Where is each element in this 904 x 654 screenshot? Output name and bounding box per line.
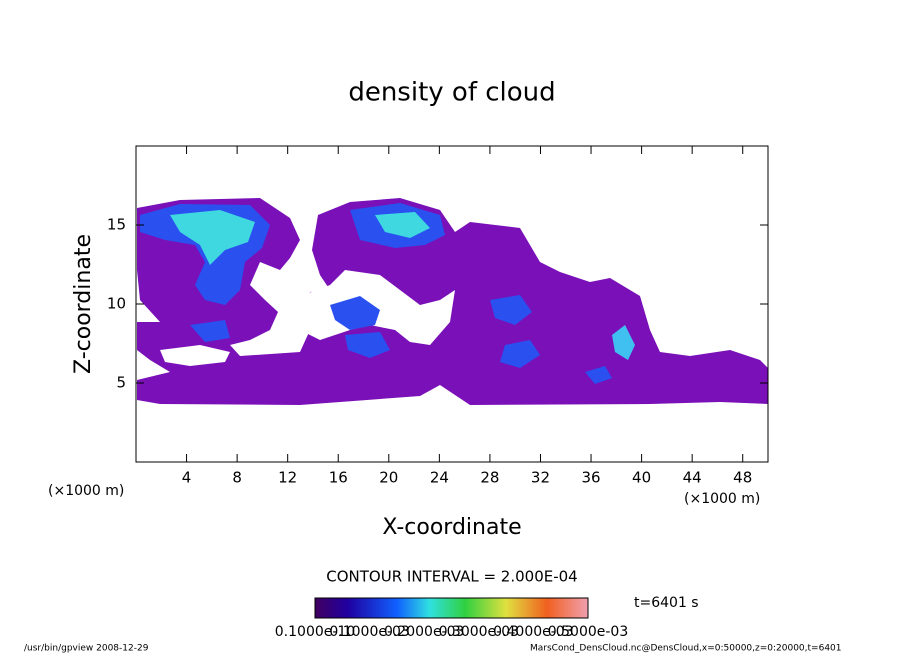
- x-tick-label: 20: [379, 469, 398, 487]
- contour-interval: CONTOUR INTERVAL = 2.000E-04: [326, 568, 577, 586]
- x-unit: (×1000 m): [684, 491, 760, 507]
- colorbar-label: 0.4000e-03: [493, 624, 573, 640]
- x-axis-label: X-coordinate: [382, 515, 521, 540]
- x-tick-label: 48: [733, 469, 752, 487]
- x-tick-label: 44: [683, 469, 702, 487]
- y-tick-label: 15: [107, 216, 126, 234]
- y-tick-label: 10: [107, 295, 126, 313]
- colorbar-label: 0.3000e-03: [439, 624, 519, 640]
- cloud-core: [345, 332, 390, 358]
- footer-left: /usr/bin/gpview 2008-12-29: [24, 644, 149, 654]
- colorbar-label: 0.5000e-03: [548, 624, 628, 640]
- x-tick-label: 24: [430, 469, 449, 487]
- cloud-core: [490, 295, 532, 325]
- time-label: t=6401 s: [634, 595, 699, 611]
- x-tick-label: 32: [531, 469, 550, 487]
- x-tick-label: 28: [480, 469, 499, 487]
- colorbar-label: 0.2000e-03: [384, 624, 464, 640]
- cloud-core: [585, 366, 612, 384]
- y-axis-label: Z-coordinate: [71, 234, 96, 374]
- colorbar-label: 0.1000e-03: [329, 624, 409, 640]
- cloud-core: [500, 340, 540, 368]
- y-unit: (×1000 m): [48, 483, 124, 499]
- cloud-core: [612, 325, 635, 360]
- x-tick-label: 36: [581, 469, 600, 487]
- cloud-core: [170, 210, 255, 265]
- y-tick-label: 5: [116, 374, 126, 392]
- footer-right: MarsCond_DensCloud.nc@DensCloud,x=0:5000…: [530, 644, 842, 654]
- cloud-core: [330, 296, 380, 330]
- cloud-field: [137, 198, 768, 405]
- x-tick-label: 8: [232, 469, 242, 487]
- x-tick-label: 12: [278, 469, 297, 487]
- x-tick-label: 4: [182, 469, 192, 487]
- cloud-core: [190, 320, 230, 342]
- x-tick-label: 16: [329, 469, 348, 487]
- colorbar: [314, 597, 589, 619]
- cloud-hole: [160, 345, 230, 366]
- x-tick-label: 40: [632, 469, 651, 487]
- cloud-core: [375, 212, 430, 238]
- chart-title: density of cloud: [348, 78, 555, 108]
- colorbar-label: 0.1000e-10: [275, 624, 355, 640]
